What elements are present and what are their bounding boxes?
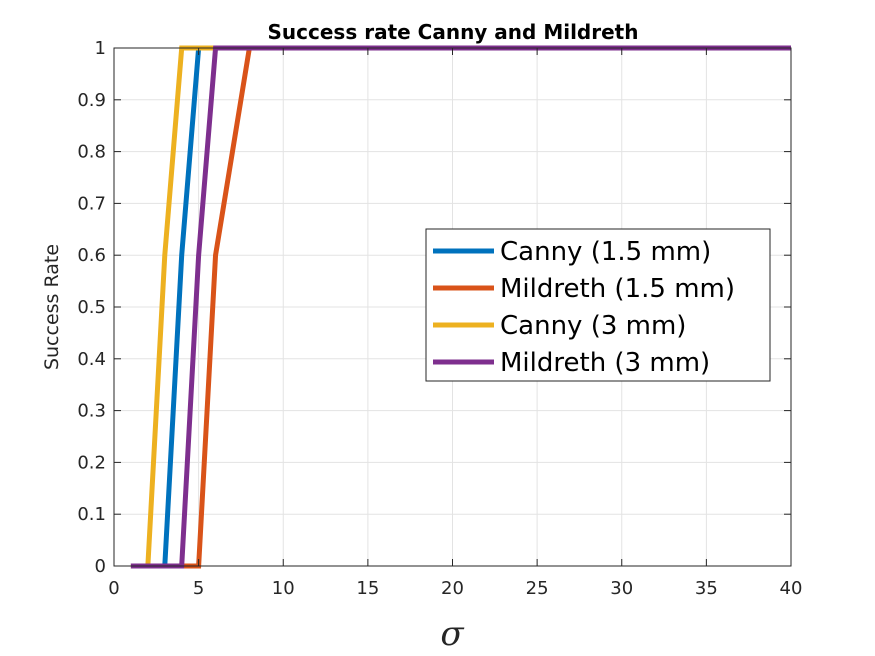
x-tick-label: 40	[780, 578, 803, 599]
legend: Canny (1.5 mm) Mildreth (1.5 mm) Canny (3 …	[425, 228, 771, 382]
y-tick-label: 1	[95, 38, 106, 59]
legend-label: Canny (3 mm)	[500, 311, 686, 341]
x-tick-label: 20	[441, 578, 464, 599]
x-tick-label: 15	[356, 578, 379, 599]
y-tick-label: 0.1	[77, 504, 106, 525]
legend-box	[425, 228, 771, 382]
chart-title: Success rate Canny and Mildreth	[268, 20, 639, 44]
x-tick-label: 10	[272, 578, 295, 599]
x-tick-label: 35	[695, 578, 718, 599]
y-tick-labels: 0 0.1 0.2 0.3 0.4 0.5 0.6 0.7 0.8 0.9 1	[77, 38, 106, 577]
x-tick-label: 0	[108, 578, 119, 599]
axis-ticks	[113, 47, 792, 567]
y-tick-label: 0.6	[77, 245, 106, 266]
legend-label: Mildreth (1.5 mm)	[500, 274, 735, 304]
y-tick-label: 0.8	[77, 142, 106, 163]
legend-label: Canny (1.5 mm)	[500, 237, 711, 267]
y-tick-label: 0.4	[77, 349, 106, 370]
y-tick-label: 0.5	[77, 297, 106, 318]
x-tick-label: 30	[610, 578, 633, 599]
legend-label: Mildreth (3 mm)	[500, 348, 710, 378]
x-tick-label: 5	[193, 578, 204, 599]
y-tick-label: 0.3	[77, 401, 106, 422]
y-tick-label: 0.7	[77, 193, 106, 214]
y-tick-label: 0.9	[77, 90, 106, 111]
x-axis-label: σ	[440, 614, 464, 654]
y-tick-label: 0.2	[77, 452, 106, 473]
y-axis-label: Success Rate	[41, 244, 63, 370]
x-tick-labels: 0 5 10 15 20 25 30 35 40	[108, 578, 802, 599]
x-tick-label: 25	[526, 578, 549, 599]
y-tick-label: 0	[95, 556, 106, 577]
